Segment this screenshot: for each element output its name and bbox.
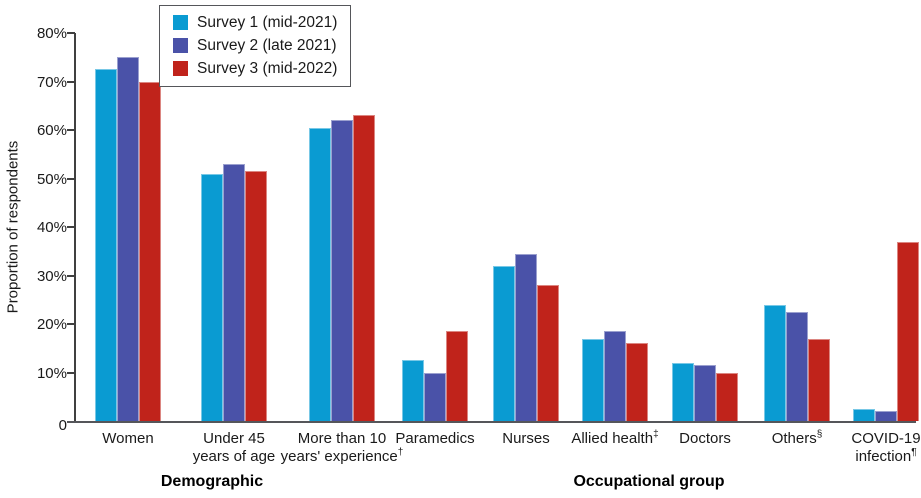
bar — [808, 338, 830, 421]
bar — [875, 411, 897, 421]
y-axis-tick-label: 20% — [36, 316, 67, 333]
y-axis-tick-label: 0 — [58, 417, 67, 434]
bar-group — [672, 33, 738, 421]
bar — [223, 163, 245, 421]
bar — [694, 365, 716, 421]
x-category-label: Under 45 years of age — [192, 430, 276, 465]
bar — [897, 241, 919, 421]
legend-label: Survey 1 (mid-2021) — [197, 14, 338, 31]
x-axis-line — [67, 421, 916, 423]
x-category-label: More than 10 years' experience† — [280, 430, 404, 465]
bar — [716, 372, 738, 421]
x-category-label: Allied health‡ — [571, 429, 659, 448]
bar — [424, 372, 446, 421]
x-category-label: Nurses — [502, 430, 550, 447]
bar — [853, 408, 875, 421]
bar-group — [493, 33, 559, 421]
bar — [672, 362, 694, 421]
y-axis-line — [74, 33, 76, 421]
x-category-label: Paramedics — [395, 430, 475, 447]
footnote-marker: † — [397, 447, 404, 458]
bar-group — [309, 33, 375, 421]
bar — [402, 360, 424, 421]
legend-item: Survey 3 (mid-2022) — [173, 60, 337, 77]
y-axis-tick — [67, 129, 75, 131]
y-axis-tick-label: 60% — [36, 122, 67, 139]
bar-group — [95, 33, 161, 421]
bar — [582, 338, 604, 421]
y-axis-tick-label: 10% — [36, 364, 67, 382]
bar — [604, 331, 626, 421]
bar — [493, 265, 515, 421]
x-category-label: Others§ — [771, 429, 823, 448]
legend-swatch — [173, 38, 188, 53]
legend-item: Survey 2 (late 2021) — [173, 37, 337, 54]
bar — [764, 304, 786, 421]
legend-item: Survey 1 (mid-2021) — [173, 14, 337, 31]
bar-group — [402, 33, 468, 421]
y-axis-tick-label: 40% — [36, 219, 67, 236]
bar — [331, 120, 353, 421]
footnote-marker: ¶ — [911, 447, 917, 458]
x-category-label: COVID-19 infection¶ — [851, 430, 921, 465]
legend: Survey 1 (mid-2021) Survey 2 (late 2021) S… — [159, 5, 352, 87]
bar — [537, 285, 559, 421]
footnote-marker: § — [816, 429, 823, 440]
x-category-label: Women — [102, 430, 154, 447]
bar — [515, 253, 537, 421]
bar — [95, 69, 117, 421]
y-axis-tick — [67, 177, 75, 180]
plot-area: 0 10% 20% 30% 40% 50% 60% 70% 80% — [37, 26, 919, 433]
bar — [117, 57, 139, 421]
y-axis-tick-label: 50% — [36, 170, 67, 188]
y-axis-tick — [67, 323, 75, 325]
y-axis-tick-label: 70% — [36, 73, 67, 91]
bar — [353, 115, 375, 421]
bar-group — [853, 33, 919, 421]
bar-group — [764, 33, 830, 421]
axis-section-label: Demographic — [160, 473, 264, 490]
legend-label: Survey 2 (late 2021) — [197, 37, 337, 54]
bar — [786, 311, 808, 421]
legend-swatch — [173, 15, 188, 30]
y-axis-tick-label: 30% — [36, 267, 67, 285]
axis-section-label: Occupational group — [573, 473, 725, 490]
y-axis-tick — [67, 32, 75, 34]
bar-group — [582, 33, 648, 421]
y-axis-tick — [67, 80, 75, 83]
legend-label: Survey 3 (mid-2022) — [197, 60, 338, 77]
y-axis-tick-label: 80% — [36, 25, 67, 42]
bar — [139, 81, 161, 421]
bar-group — [201, 33, 267, 421]
bar — [446, 331, 468, 421]
bar — [626, 343, 648, 421]
footnote-marker: ‡ — [653, 429, 659, 440]
y-axis-tick — [67, 274, 75, 277]
y-axis-tick — [67, 371, 75, 374]
bar — [309, 127, 331, 421]
y-axis-tick — [67, 226, 75, 228]
x-category-label: Doctors — [679, 430, 731, 447]
legend-swatch — [173, 61, 188, 76]
bar — [201, 173, 223, 421]
bar — [245, 171, 267, 421]
